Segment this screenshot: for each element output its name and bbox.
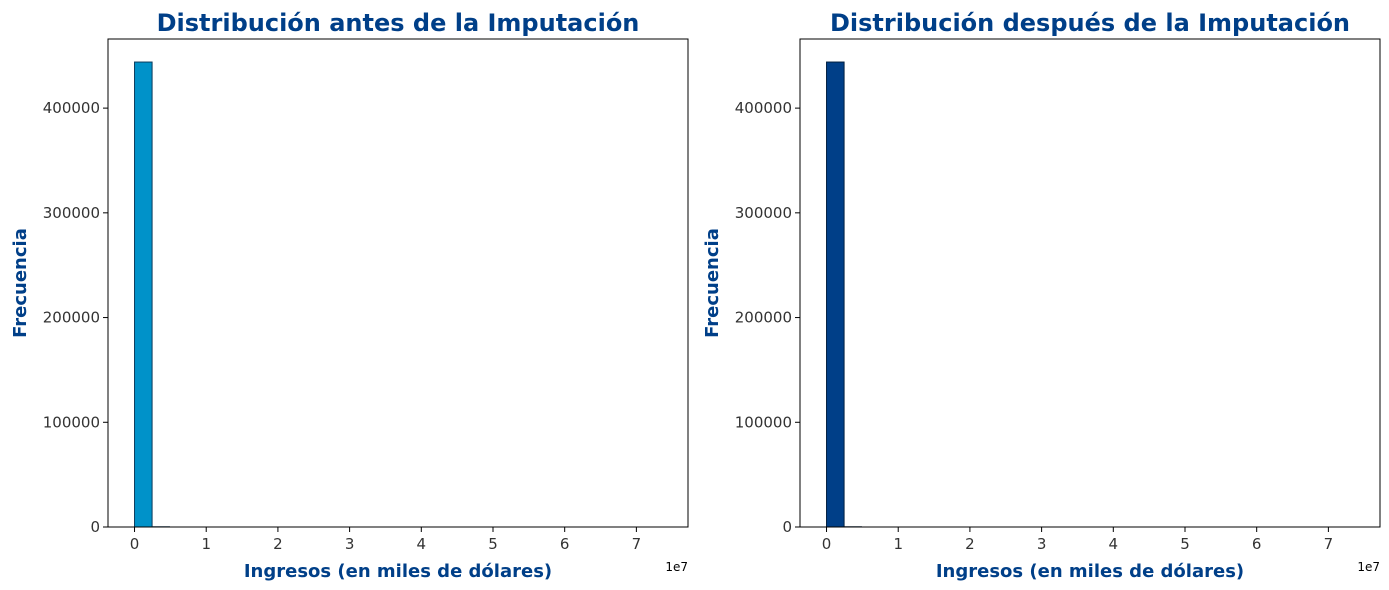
y-tick-label: 0 bbox=[90, 518, 100, 536]
x-axis-label: Ingresos (en miles de dólares) bbox=[936, 561, 1244, 582]
x-tick-label: 2 bbox=[273, 535, 283, 553]
x-tick-label: 7 bbox=[632, 535, 642, 553]
chart-after-imputation: 0 1 2 3 4 5 6 7 0 100000 200000 300000 400000 1e7 Dist… bbox=[702, 9, 1381, 582]
y-tick-label: 300000 bbox=[735, 204, 792, 222]
chart-before-imputation: 0 1 2 3 4 5 6 7 0 100000 200000 300000 400000 1e7 Dist… bbox=[10, 9, 689, 582]
x-tick-label: 5 bbox=[1180, 535, 1190, 553]
y-tick-label: 100000 bbox=[735, 413, 792, 431]
x-offset-label: 1e7 bbox=[1357, 560, 1380, 574]
x-tick-label: 6 bbox=[1252, 535, 1262, 553]
y-tick-label: 100000 bbox=[43, 413, 100, 431]
x-tick-label: 0 bbox=[822, 535, 832, 553]
x-offset-label: 1e7 bbox=[665, 560, 688, 574]
y-tick-label: 400000 bbox=[43, 99, 100, 117]
x-tick-label: 3 bbox=[1037, 535, 1047, 553]
chart-title: Distribución antes de la Imputación bbox=[157, 9, 640, 37]
x-tick-label: 3 bbox=[345, 535, 355, 553]
x-tick-label: 7 bbox=[1324, 535, 1334, 553]
x-tick-label: 5 bbox=[488, 535, 498, 553]
x-tick-label: 6 bbox=[560, 535, 570, 553]
x-tick-label: 1 bbox=[893, 535, 903, 553]
histogram-bar bbox=[826, 61, 845, 528]
plot-frame bbox=[799, 38, 1381, 528]
histogram-bar bbox=[134, 61, 153, 528]
y-tick-label: 300000 bbox=[43, 204, 100, 222]
x-tick-label: 1 bbox=[201, 535, 211, 553]
x-axis-label: Ingresos (en miles de dólares) bbox=[244, 561, 552, 582]
x-tick-label: 2 bbox=[965, 535, 975, 553]
x-tick-label: 4 bbox=[417, 535, 427, 553]
y-axis-label: Frecuencia bbox=[10, 228, 31, 338]
y-tick-label: 0 bbox=[782, 518, 792, 536]
y-tick-label: 200000 bbox=[735, 309, 792, 327]
y-tick-label: 200000 bbox=[43, 309, 100, 327]
x-tick-label: 0 bbox=[130, 535, 140, 553]
y-tick-label: 400000 bbox=[735, 99, 792, 117]
y-axis-label: Frecuencia bbox=[702, 228, 723, 338]
x-tick-label: 4 bbox=[1109, 535, 1119, 553]
chart-title: Distribución después de la Imputación bbox=[830, 9, 1350, 37]
plot-frame bbox=[107, 38, 689, 528]
